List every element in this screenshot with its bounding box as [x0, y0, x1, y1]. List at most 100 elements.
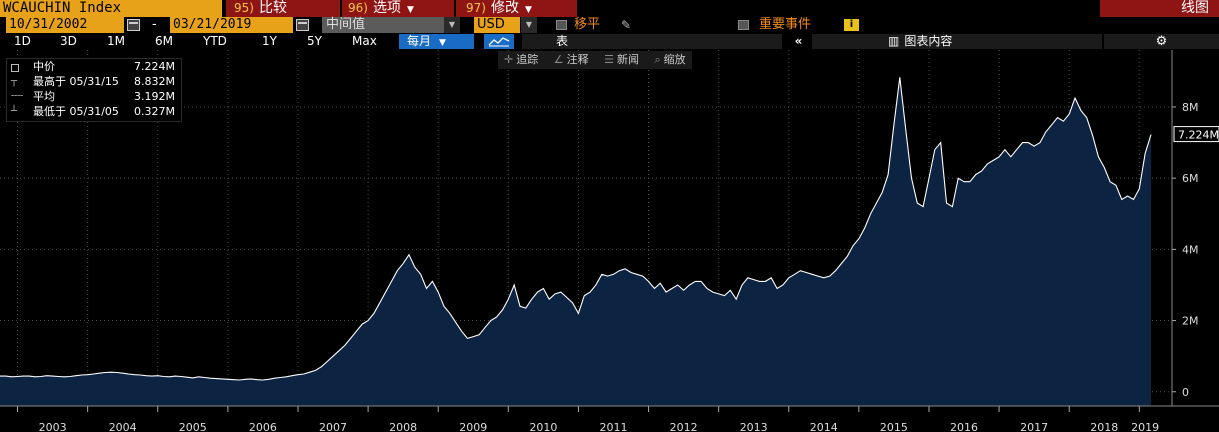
range-6m[interactable]: 6M: [155, 34, 173, 48]
collapse-icon[interactable]: «: [794, 34, 803, 48]
compare-number: 95): [234, 1, 254, 15]
start-date-field[interactable]: 10/31/2002: [6, 17, 124, 33]
x-tick-label: 2012: [670, 421, 698, 432]
line-chart-icon: [488, 37, 510, 47]
legend-low-value: 0.327M: [134, 105, 175, 118]
annotate-tool[interactable]: ∠ 注释: [548, 51, 595, 69]
calendar-icon[interactable]: [127, 19, 140, 31]
high-marker-icon: ┬: [11, 76, 18, 87]
move-checkbox[interactable]: [556, 20, 567, 30]
y-axis: 0 2M 4M 6M 8M: [1171, 50, 1199, 406]
range-1d[interactable]: 1D: [14, 34, 31, 48]
frequency-select[interactable]: 每月 ▼: [399, 34, 474, 49]
y-tick-label: 0: [1182, 386, 1189, 399]
date-controls: 10/31/2002 - 03/21/2019 中间值 ▼ USD ▼ 移平 ✎…: [0, 17, 1219, 33]
modify-button[interactable]: 97) 修改 ▼: [456, 0, 577, 17]
field-select[interactable]: 中间值: [322, 17, 444, 33]
info-icon[interactable]: i: [844, 19, 859, 31]
low-marker-icon: ┴: [11, 106, 18, 117]
legend-low-label: 最低于 05/31/05: [33, 105, 119, 118]
events-label: 重要事件: [759, 17, 812, 32]
legend-average-label: 平均: [33, 90, 55, 103]
gear-icon[interactable]: ⚙: [1104, 34, 1219, 49]
legend-high-label: 最高于 05/31/15: [33, 75, 119, 88]
news-icon: ☰: [604, 53, 614, 66]
compare-button[interactable]: 95) 比较: [226, 0, 340, 17]
x-tick-label: 2010: [529, 421, 557, 432]
last-value-label: 7.224M: [1173, 126, 1219, 143]
x-tick-label: 2019: [1131, 421, 1159, 432]
legend-low: ┴ 最低于 05/31/05 0.327M: [7, 105, 183, 119]
chart-legend: 中价 7.224M ┬ 最高于 05/31/15 8.832M ╌╌ 平均 3.…: [6, 58, 182, 122]
options-number: 96): [348, 1, 368, 15]
x-tick-label: 2015: [880, 421, 908, 432]
crosshair-icon: ✛: [504, 53, 514, 66]
title-bar: WCAUCHIN Index 95) 比较 96) 选项 ▼ 97) 修改 ▼ 线图: [0, 0, 1219, 17]
x-tick-label: 2017: [1020, 421, 1048, 432]
x-tick-label: 2007: [319, 421, 347, 432]
pencil-icon[interactable]: ✎: [621, 18, 632, 32]
legend-high-value: 8.832M: [134, 75, 175, 88]
x-tick-label: 2003: [39, 421, 67, 432]
range-bar: 1D 3D 1M 6M YTD 1Y 5Y Max 每月 ▼ 表 « ▥ 图表内容 …: [0, 33, 1219, 50]
annotate-icon: ∠: [553, 53, 564, 66]
y-tick-label: 2M: [1182, 315, 1199, 328]
chart-contents-label: 图表内容: [904, 34, 953, 48]
track-label: 追踪: [516, 53, 539, 66]
chevron-down-icon: ▼: [406, 5, 414, 15]
legend-high: ┬ 最高于 05/31/15 8.832M: [7, 75, 183, 89]
x-tick-label: 2005: [179, 421, 207, 432]
range-1y[interactable]: 1Y: [262, 34, 277, 48]
x-tick-label: 2006: [249, 421, 277, 432]
average-marker-icon: ╌╌: [11, 91, 24, 102]
frequency-label: 每月: [407, 34, 432, 48]
chart-type-title: 线图: [1100, 0, 1219, 17]
modify-label: 修改: [490, 0, 519, 16]
range-3d[interactable]: 3D: [60, 34, 77, 48]
events-checkbox[interactable]: [738, 20, 749, 30]
series-area: [0, 77, 1151, 407]
ticker-field[interactable]: WCAUCHIN Index: [0, 0, 222, 17]
options-button[interactable]: 96) 选项 ▼: [342, 0, 454, 17]
date-separator: -: [152, 17, 157, 32]
legend-series-value: 7.224M: [134, 60, 175, 73]
currency-select[interactable]: USD: [474, 17, 520, 33]
chevron-down-icon: ▼: [524, 5, 532, 15]
legend-series: 中价 7.224M: [7, 60, 183, 74]
options-label: 选项: [372, 0, 401, 16]
y-tick-label: 4M: [1182, 243, 1199, 256]
range-ytd[interactable]: YTD: [203, 34, 227, 48]
x-tick-label: 2014: [810, 421, 838, 432]
zoom-label: 缩放: [663, 53, 686, 66]
x-axis: 2003 2004 2005 2006 2007 2008 2009 2010 2011 2012…: [0, 405, 1219, 432]
calendar-icon[interactable]: [296, 19, 309, 31]
legend-average-value: 3.192M: [134, 90, 175, 103]
news-label: 新闻: [616, 53, 639, 66]
track-tool[interactable]: ✛ 追踪: [498, 51, 544, 69]
modify-number: 97): [466, 1, 486, 15]
chevron-down-icon: ▼: [439, 38, 446, 48]
x-tick-label: 2018: [1090, 421, 1118, 432]
end-date-field[interactable]: 03/21/2019: [170, 17, 293, 33]
line-chart-button[interactable]: [484, 34, 514, 49]
range-max[interactable]: Max: [352, 34, 377, 48]
zoom-tool[interactable]: ⌕ 缩放: [648, 51, 691, 69]
x-tick-label: 2008: [389, 421, 417, 432]
legend-average: ╌╌ 平均 3.192M: [7, 90, 183, 104]
chevron-down-icon[interactable]: ▼: [521, 17, 537, 33]
x-tick-label: 2016: [950, 421, 978, 432]
last-value-text: 7.224M: [1178, 129, 1219, 142]
legend-swatch[interactable]: [11, 64, 19, 72]
table-button[interactable]: 表: [522, 34, 782, 49]
x-tick-label: 2011: [599, 421, 627, 432]
x-tick-label: 2009: [459, 421, 487, 432]
chevron-down-icon[interactable]: ▼: [444, 17, 460, 33]
annotate-label: 注释: [566, 53, 589, 66]
range-5y[interactable]: 5Y: [307, 34, 322, 48]
series-line: [0, 77, 1152, 381]
range-1m[interactable]: 1M: [107, 34, 125, 48]
chart-contents-button[interactable]: ▥ 图表内容: [812, 34, 1102, 49]
news-tool[interactable]: ☰ 新闻: [598, 51, 645, 69]
y-tick-label: 6M: [1182, 172, 1199, 185]
